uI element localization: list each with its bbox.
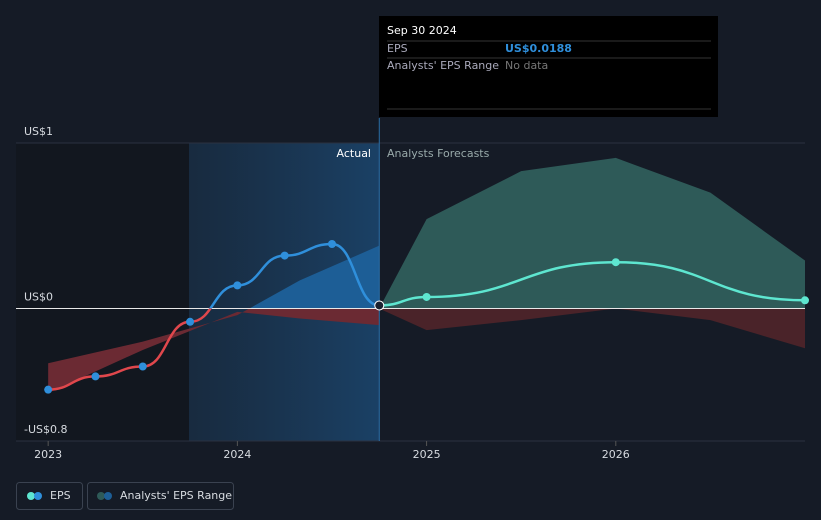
y-tick-label: -US$0.8	[24, 423, 68, 436]
eps-point	[138, 362, 147, 371]
eps-point	[327, 239, 336, 248]
range-area	[48, 308, 380, 393]
x-tick-label: 2023	[34, 448, 62, 461]
y-tick-label: US$1	[24, 125, 53, 138]
tooltip-value: US$0.0188	[505, 42, 572, 55]
eps-point	[91, 372, 100, 381]
range-area	[249, 245, 380, 309]
eps-point	[611, 258, 620, 267]
legend-icon	[104, 492, 112, 500]
eps-point	[374, 300, 385, 311]
x-tick-label: 2026	[602, 448, 630, 461]
legend-icon	[27, 492, 35, 500]
eps-point	[233, 281, 242, 290]
eps-point	[186, 317, 195, 326]
eps-point	[44, 385, 53, 394]
y-tick-label: US$0	[24, 291, 53, 304]
tooltip-date: Sep 30 2024	[387, 24, 457, 37]
legend-label: EPS	[50, 489, 71, 502]
forecast-label: Analysts Forecasts	[387, 147, 490, 160]
tooltip-label: EPS	[387, 42, 408, 55]
legend-icon	[34, 492, 42, 500]
tooltip-value: No data	[505, 59, 548, 72]
tooltip-label: Analysts' EPS Range	[387, 59, 499, 72]
eps-point	[280, 251, 289, 260]
legend-item[interactable]	[16, 482, 83, 510]
legend-label: Analysts' EPS Range	[120, 489, 232, 502]
range-area	[379, 157, 805, 309]
x-tick-label: 2024	[223, 448, 251, 461]
eps-line	[379, 260, 806, 307]
eps-point	[801, 296, 809, 305]
range-area	[379, 308, 805, 349]
eps-point	[422, 292, 431, 301]
legend-item[interactable]	[87, 482, 234, 510]
x-tick-label: 2025	[413, 448, 441, 461]
actual-label: Actual	[337, 147, 371, 160]
legend-icon	[97, 492, 105, 500]
tooltip-box	[379, 16, 718, 117]
